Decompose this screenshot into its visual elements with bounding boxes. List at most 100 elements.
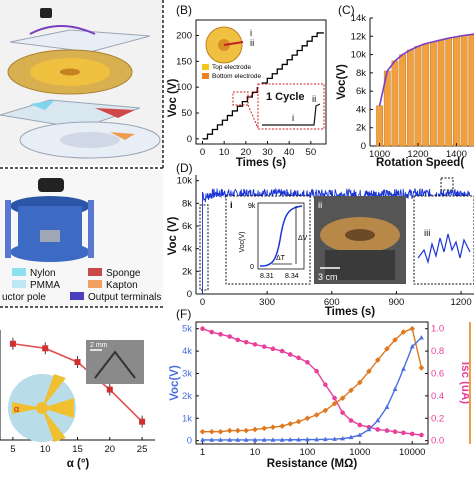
chart-f-point-0 (409, 431, 415, 437)
chart-c-bar (414, 46, 422, 147)
chart-e-xtick: 15 (72, 444, 83, 455)
chart-c-ytick: 14k (351, 13, 367, 24)
chart-b-frame (195, 19, 327, 145)
chart-f-xtick: 1000 (349, 447, 370, 458)
chart-d-xtick: 300 (259, 297, 275, 308)
chart-f-point-2 (243, 437, 249, 442)
chart-f-point-2 (296, 437, 302, 442)
disc-mark-i: i (250, 28, 252, 39)
chart-e-point (106, 386, 113, 393)
chart-c-ytick: 6k (356, 86, 366, 97)
chart-f-point-2 (218, 437, 223, 442)
inset-ii-mark: ii (318, 200, 322, 211)
chart-f-ytick-left: 2k (182, 391, 192, 402)
chart-e-xtick: 5 (10, 444, 15, 455)
chart-f-point-1 (252, 426, 258, 433)
chart-f-point-0 (348, 418, 354, 423)
chart-f-point-2 (261, 437, 267, 442)
chart-f-point-0 (209, 329, 215, 335)
chart-c-xtick: 1400 (446, 149, 467, 160)
chart-f-ytick-right: 1.0 (431, 324, 444, 335)
chart-b-cycle-callout (257, 83, 325, 130)
chart-f-point-2 (314, 436, 320, 442)
chart-c-ytick: 2k (356, 123, 366, 134)
chart-b-ytick: 0 (187, 134, 192, 145)
chart-f-point-1 (226, 427, 233, 434)
chart-e-xtick: 10 (40, 444, 51, 455)
chart-d-xtick: 1200 (450, 297, 471, 308)
chart-c-bar (406, 49, 414, 147)
chart-f-point-0 (340, 410, 345, 415)
chart-d-ytick: 6k (182, 221, 192, 232)
chart-b-ytick: 50 (181, 108, 192, 119)
chart-f-frame (195, 321, 429, 445)
chart-f-point-0 (357, 422, 363, 428)
chart-f-point-2 (252, 437, 258, 442)
cycle-callout-label: 1 Cycle (266, 91, 305, 103)
chart-f-point-0 (375, 427, 381, 432)
chart-f-ytick-left: 3k (182, 368, 192, 379)
output-terminal-swatch (70, 292, 84, 300)
chart-f-point-2 (392, 386, 398, 391)
chart-f-point-2 (357, 432, 363, 437)
kapton-swatch (88, 280, 102, 288)
legend-kapton: Kapton (106, 280, 138, 291)
legend-pmma: PMMA (30, 280, 60, 291)
chart-f-point-2 (419, 335, 424, 340)
chart-f-xtick: 10000 (399, 447, 425, 458)
chart-f-point-0 (392, 429, 398, 434)
chart-f-point-0 (296, 355, 301, 361)
chart-c-bar (437, 39, 445, 147)
chart-f-point-0 (227, 334, 233, 339)
chart-d-ytick: 8k (182, 198, 192, 209)
chart-c-ytick: 4k (356, 104, 366, 115)
chart-c-bar (445, 37, 453, 147)
chart-f-series-line-1 (202, 327, 423, 433)
chart-f-point-1 (208, 428, 215, 435)
chart-f-point-2 (235, 437, 241, 442)
chart-c-bar (376, 105, 383, 147)
chart-b-xtick: 30 (262, 147, 273, 158)
chart-d-xtick: 0 (200, 297, 205, 308)
panel-label-c: (C) (338, 3, 355, 17)
inset-i-ytop: 9k (248, 203, 256, 210)
chart-f-point-2 (227, 437, 233, 442)
chart-f-point-0 (419, 432, 424, 438)
chart-f-point-0 (235, 337, 241, 343)
callout-mark-ii: ii (312, 94, 316, 105)
inset-i-x1: 8.34 (285, 273, 299, 280)
legend-sponge: Sponge (106, 268, 141, 279)
chart-d-ytick: 10k (177, 176, 193, 187)
chart-f-ylabel-right: Isc (uA) (459, 362, 471, 404)
chart-f-point-2 (366, 426, 372, 432)
material-legend: Nylon Sponge PMMA Kapton uctor pole Outp… (2, 268, 161, 303)
chart-f-point-0 (261, 344, 267, 349)
chart-e-point (9, 340, 16, 347)
chart-b-xtick: 50 (306, 147, 317, 158)
chart-f-point-1 (348, 387, 354, 394)
device-exploded-illustration (0, 0, 164, 308)
inset-iii-mark: iii (424, 228, 430, 239)
chart-f-point-1 (384, 346, 390, 352)
chart-f-ytick-left: 4k (182, 346, 192, 357)
chart-f-point-0 (218, 332, 223, 337)
chart-c-ytick: 10k (351, 50, 367, 61)
chart-c-ylabel: Voc(V) (336, 64, 348, 100)
chart-c-bar (468, 34, 474, 147)
panel-label-b: (B) (176, 3, 192, 17)
chart-f-point-1 (217, 428, 224, 435)
chart-f-point-1 (322, 407, 329, 414)
chart-b-disc-inset: i ii Top electrode Bottom electrode (202, 26, 262, 80)
chart-f-point-0 (200, 326, 205, 332)
chart-b-ytick: 150 (176, 56, 192, 67)
chart-c-xtick: 1200 (407, 149, 428, 160)
chart-f-point-0 (332, 395, 337, 401)
chart-f-point-0 (243, 339, 249, 345)
chart-f-point-2 (304, 436, 310, 442)
chart-f-xtick: 10 (250, 447, 261, 458)
chart-c-bar (399, 54, 407, 147)
chart-d-xtick: 600 (324, 297, 340, 308)
chart-f-point-1 (400, 329, 407, 335)
chart-f-point-1 (418, 365, 425, 371)
chart-f-point-0 (323, 382, 328, 387)
